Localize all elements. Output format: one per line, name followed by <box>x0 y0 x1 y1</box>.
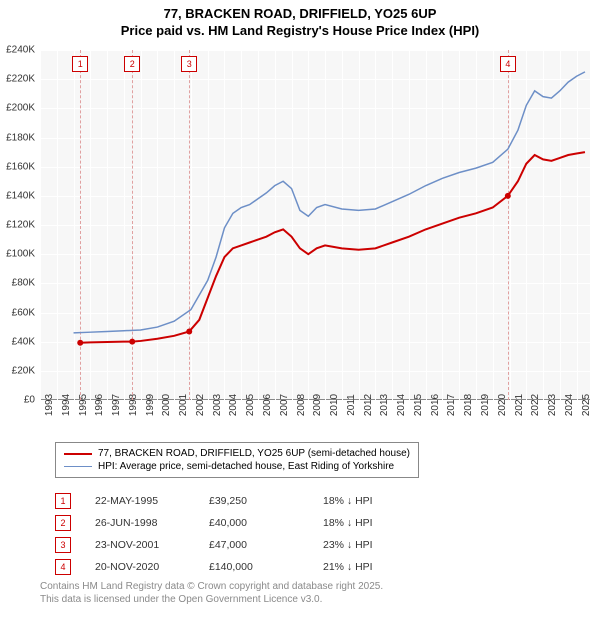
y-axis-label: £60K <box>12 307 35 318</box>
footnote-line-2: This data is licensed under the Open Gov… <box>40 593 383 606</box>
y-axis-label: £0 <box>24 395 35 406</box>
sale-marker-box: 3 <box>181 56 197 72</box>
row-date: 22-MAY-1995 <box>95 495 185 507</box>
y-axis-label: £160K <box>6 161 35 172</box>
legend-item-2: HPI: Average price, semi-detached house,… <box>64 460 410 473</box>
y-axis-label: £100K <box>6 249 35 260</box>
sale-dot <box>505 193 511 199</box>
row-delta: 18% ↓ HPI <box>323 495 413 507</box>
row-marker: 2 <box>55 515 71 531</box>
table-row: 2 26-JUN-1998 £40,000 18% ↓ HPI <box>55 512 413 534</box>
sale-dot <box>186 328 192 334</box>
table-row: 1 22-MAY-1995 £39,250 18% ↓ HPI <box>55 490 413 512</box>
y-axis-label: £20K <box>12 365 35 376</box>
row-price: £40,000 <box>209 517 299 529</box>
row-delta: 18% ↓ HPI <box>323 517 413 529</box>
y-axis-label: £120K <box>6 220 35 231</box>
row-price: £47,000 <box>209 539 299 551</box>
chart-area: £0£20K£40K£60K£80K£100K£120K£140K£160K£1… <box>40 50 590 400</box>
sale-dot <box>77 340 83 346</box>
table-row: 4 20-NOV-2020 £140,000 21% ↓ HPI <box>55 556 413 578</box>
y-axis-label: £140K <box>6 190 35 201</box>
legend-label-2: HPI: Average price, semi-detached house,… <box>98 461 394 472</box>
row-date: 23-NOV-2001 <box>95 539 185 551</box>
legend-swatch-1 <box>64 453 92 455</box>
y-axis-label: £240K <box>6 45 35 56</box>
legend-item-1: 77, BRACKEN ROAD, DRIFFIELD, YO25 6UP (s… <box>64 447 410 460</box>
y-axis-label: £220K <box>6 74 35 85</box>
table-row: 3 23-NOV-2001 £47,000 23% ↓ HPI <box>55 534 413 556</box>
row-marker: 1 <box>55 493 71 509</box>
row-date: 26-JUN-1998 <box>95 517 185 529</box>
title-line-1: 77, BRACKEN ROAD, DRIFFIELD, YO25 6UP <box>0 6 600 23</box>
row-marker: 4 <box>55 559 71 575</box>
row-delta: 23% ↓ HPI <box>323 539 413 551</box>
sale-dot <box>129 339 135 345</box>
row-price: £140,000 <box>209 561 299 573</box>
legend: 77, BRACKEN ROAD, DRIFFIELD, YO25 6UP (s… <box>55 442 419 478</box>
row-date: 20-NOV-2020 <box>95 561 185 573</box>
row-delta: 21% ↓ HPI <box>323 561 413 573</box>
series-line <box>80 152 585 343</box>
series-line <box>74 72 585 333</box>
row-price: £39,250 <box>209 495 299 507</box>
sales-table: 1 22-MAY-1995 £39,250 18% ↓ HPI 2 26-JUN… <box>55 490 413 578</box>
sale-marker-box: 4 <box>500 56 516 72</box>
y-axis-label: £80K <box>12 278 35 289</box>
sale-marker-box: 1 <box>72 56 88 72</box>
chart-container: 77, BRACKEN ROAD, DRIFFIELD, YO25 6UP Pr… <box>0 0 600 620</box>
legend-label-1: 77, BRACKEN ROAD, DRIFFIELD, YO25 6UP (s… <box>98 448 410 459</box>
legend-swatch-2 <box>64 466 92 467</box>
row-marker: 3 <box>55 537 71 553</box>
y-axis-label: £180K <box>6 132 35 143</box>
title-block: 77, BRACKEN ROAD, DRIFFIELD, YO25 6UP Pr… <box>0 0 600 40</box>
sale-marker-box: 2 <box>124 56 140 72</box>
footnote: Contains HM Land Registry data © Crown c… <box>40 580 383 606</box>
title-line-2: Price paid vs. HM Land Registry's House … <box>0 23 600 40</box>
y-axis-label: £40K <box>12 336 35 347</box>
footnote-line-1: Contains HM Land Registry data © Crown c… <box>40 580 383 593</box>
y-axis-label: £200K <box>6 103 35 114</box>
